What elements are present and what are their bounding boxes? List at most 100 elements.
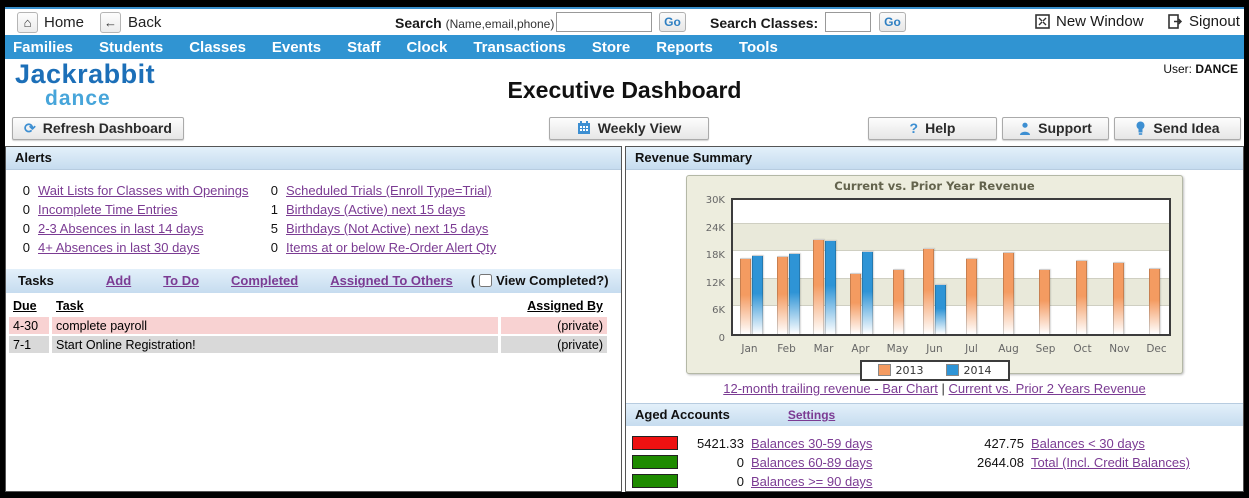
table-row[interactable]: 7-1 Start Online Registration! (private): [9, 335, 607, 353]
aged-accounts-header-bar: Aged Accounts Settings: [626, 402, 1243, 426]
alerts-column-2: 0 Scheduled Trials (Enroll Type=Trial) 1…: [264, 181, 621, 257]
tasks-todo-link[interactable]: To Do: [163, 273, 200, 289]
balances-under-30-link[interactable]: Balances < 30 days: [1031, 435, 1145, 451]
balances-90-plus-link[interactable]: Balances >= 90 days: [751, 473, 873, 489]
app-window: ⌂ Home ← Back Search (Name,email,phone) …: [5, 7, 1244, 492]
tasks-completed-link[interactable]: Completed: [231, 273, 299, 289]
bar-2013-jan: [739, 258, 751, 334]
nav-item-store[interactable]: Store: [591, 38, 631, 56]
main-content: Alerts 0 Wait Lists for Classes with Ope…: [5, 145, 1244, 492]
nav-item-students[interactable]: Students: [99, 38, 164, 56]
column-header-assigned-by: Assigned By: [501, 296, 607, 314]
search-classes-go-button[interactable]: Go: [879, 11, 906, 32]
alert-item: 5 Birthdays (Not Active) next 15 days: [264, 219, 621, 238]
search-classes-label: Search Classes:: [710, 14, 819, 31]
nav-item-events[interactable]: Events: [271, 38, 322, 56]
new-window-icon: [1035, 14, 1050, 29]
gridline: [733, 222, 1169, 224]
alert-item: 0 4+ Absences in last 30 days: [16, 238, 264, 257]
search-go-button[interactable]: Go: [659, 11, 686, 32]
tasks-assigned-others-link[interactable]: Assigned To Others: [330, 273, 453, 289]
balances-60-89-link[interactable]: Balances 60-89 days: [751, 454, 873, 470]
send-idea-button[interactable]: Send Idea: [1114, 116, 1241, 140]
home-button[interactable]: ⌂: [17, 11, 38, 33]
alert-link-absences-14[interactable]: 2-3 Absences in last 14 days: [38, 220, 204, 236]
legend-entry-2014: 2014: [945, 364, 992, 377]
y-tick-label: 30K: [705, 194, 725, 206]
aged-settings-link[interactable]: Settings: [787, 407, 836, 422]
bar-2013-feb: [776, 256, 788, 334]
alert-item: 1 Birthdays (Active) next 15 days: [264, 200, 621, 219]
bar-2014-apr: [861, 251, 873, 334]
weekly-view-button[interactable]: Weekly View: [549, 116, 709, 140]
total-credit-balances-link[interactable]: Total (Incl. Credit Balances): [1031, 454, 1190, 470]
trailing-revenue-link[interactable]: 12-month trailing revenue - Bar Chart: [723, 380, 938, 396]
alert-count: 5: [270, 220, 278, 236]
aged-amount: 5421.33: [697, 435, 744, 451]
alert-count: 1: [270, 201, 278, 217]
alert-link-scheduled-trials[interactable]: Scheduled Trials (Enroll Type=Trial): [286, 182, 492, 198]
home-label[interactable]: Home: [44, 13, 85, 31]
tasks-title: Tasks: [18, 273, 54, 289]
signout-button[interactable]: Signout: [1168, 13, 1240, 30]
status-swatch-green: [632, 455, 678, 470]
task-due: 4-30: [9, 316, 49, 334]
alert-item: 0 Wait Lists for Classes with Openings: [16, 181, 264, 200]
search-classes-input[interactable]: [825, 11, 871, 32]
alert-link-reorder-qty[interactable]: Items at or below Re-Order Alert Qty: [286, 239, 497, 255]
alert-link-wait-lists[interactable]: Wait Lists for Classes with Openings: [38, 182, 249, 198]
gridline: [733, 250, 1169, 252]
link-separator: |: [941, 380, 945, 396]
back-button[interactable]: ←: [100, 11, 121, 33]
alert-count: 0: [270, 239, 278, 255]
search-label: Search (Name,email,phone): [395, 14, 555, 31]
prior-2-years-link[interactable]: Current vs. Prior 2 Years Revenue: [948, 380, 1146, 396]
nav-item-staff[interactable]: Staff: [347, 38, 381, 56]
support-button[interactable]: Support: [1002, 116, 1109, 140]
nav-item-transactions[interactable]: Transactions: [473, 38, 566, 56]
x-tick-label: Nov: [1109, 342, 1130, 355]
x-tick-label: Sep: [1035, 342, 1056, 355]
refresh-dashboard-button[interactable]: ⟳ Refresh Dashboard: [12, 116, 184, 140]
status-swatch-red: [632, 436, 678, 451]
alerts-header: Alerts: [6, 146, 621, 170]
status-swatch-green: [632, 474, 678, 489]
top-toolbar: ⌂ Home ← Back Search (Name,email,phone) …: [5, 8, 1244, 36]
bar-2013-jun: [923, 247, 935, 334]
alert-link-birthdays-active[interactable]: Birthdays (Active) next 15 days: [286, 201, 466, 217]
alerts-list: 0 Wait Lists for Classes with Openings 0…: [6, 170, 621, 265]
x-tick-label: Apr: [851, 342, 870, 355]
legend-swatch: [945, 364, 959, 377]
bar-2013-sep: [1039, 269, 1051, 334]
chart-links-row: 12-month trailing revenue - Bar Chart | …: [626, 381, 1243, 396]
y-tick-label: 6K: [712, 305, 725, 317]
alert-item: 0 2-3 Absences in last 14 days: [16, 219, 264, 238]
x-tick-label: Dec: [1146, 342, 1167, 355]
aged-accounts-title: Aged Accounts: [635, 407, 730, 423]
alert-link-birthdays-not-active[interactable]: Birthdays (Not Active) next 15 days: [286, 220, 489, 236]
nav-item-families[interactable]: Families: [13, 38, 74, 56]
calendar-icon: [577, 121, 590, 135]
task-assigned-by: (private): [501, 335, 607, 353]
tasks-add-link[interactable]: Add: [105, 273, 132, 289]
nav-item-clock[interactable]: Clock: [406, 38, 448, 56]
person-icon: [1020, 122, 1031, 135]
new-window-button[interactable]: New Window: [1035, 13, 1144, 30]
alert-link-incomplete-time[interactable]: Incomplete Time Entries: [38, 201, 178, 217]
nav-item-classes[interactable]: Classes: [189, 38, 246, 56]
top-accent-line: [5, 7, 1244, 9]
back-label[interactable]: Back: [128, 13, 162, 31]
table-row[interactable]: 4-30 complete payroll (private): [9, 316, 607, 334]
back-arrow-icon: ←: [104, 14, 117, 30]
nav-item-tools[interactable]: Tools: [738, 38, 778, 56]
search-input[interactable]: [556, 11, 652, 32]
tasks-header-bar: Tasks Add To Do Completed Assigned To Ot…: [6, 268, 621, 293]
nav-item-reports[interactable]: Reports: [656, 38, 713, 56]
help-button[interactable]: ? Help: [868, 116, 997, 140]
balances-30-59-link[interactable]: Balances 30-59 days: [751, 435, 873, 451]
alert-link-absences-30[interactable]: 4+ Absences in last 30 days: [38, 239, 200, 255]
x-tick-label: Mar: [813, 342, 834, 355]
view-completed-checkbox[interactable]: [479, 274, 493, 288]
chart-legend: 2013 2014: [859, 359, 1010, 381]
